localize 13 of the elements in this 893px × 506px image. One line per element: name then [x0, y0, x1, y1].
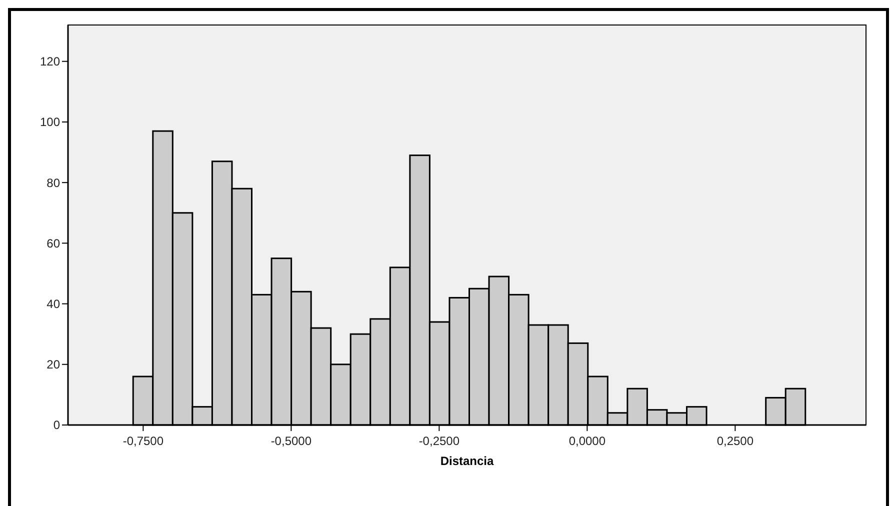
y-tick-label: 0 — [53, 418, 60, 432]
y-tick-label: 120 — [40, 54, 60, 69]
x-axis-title: Distancia — [440, 454, 494, 468]
y-tick-label: 80 — [46, 176, 60, 190]
y-tick-label: 60 — [46, 236, 60, 250]
y-tick-label: 20 — [46, 358, 60, 372]
x-tick-label: -0,2500 — [418, 434, 460, 448]
y-tick-label: 100 — [40, 115, 60, 130]
y-tick-label: 40 — [46, 296, 60, 311]
x-tick-label: -0,7500 — [122, 434, 164, 448]
x-tick-label: 0,0000 — [568, 434, 606, 448]
x-tick-label: 0,2500 — [716, 434, 754, 448]
x-tick-label: -0,5000 — [270, 434, 312, 448]
